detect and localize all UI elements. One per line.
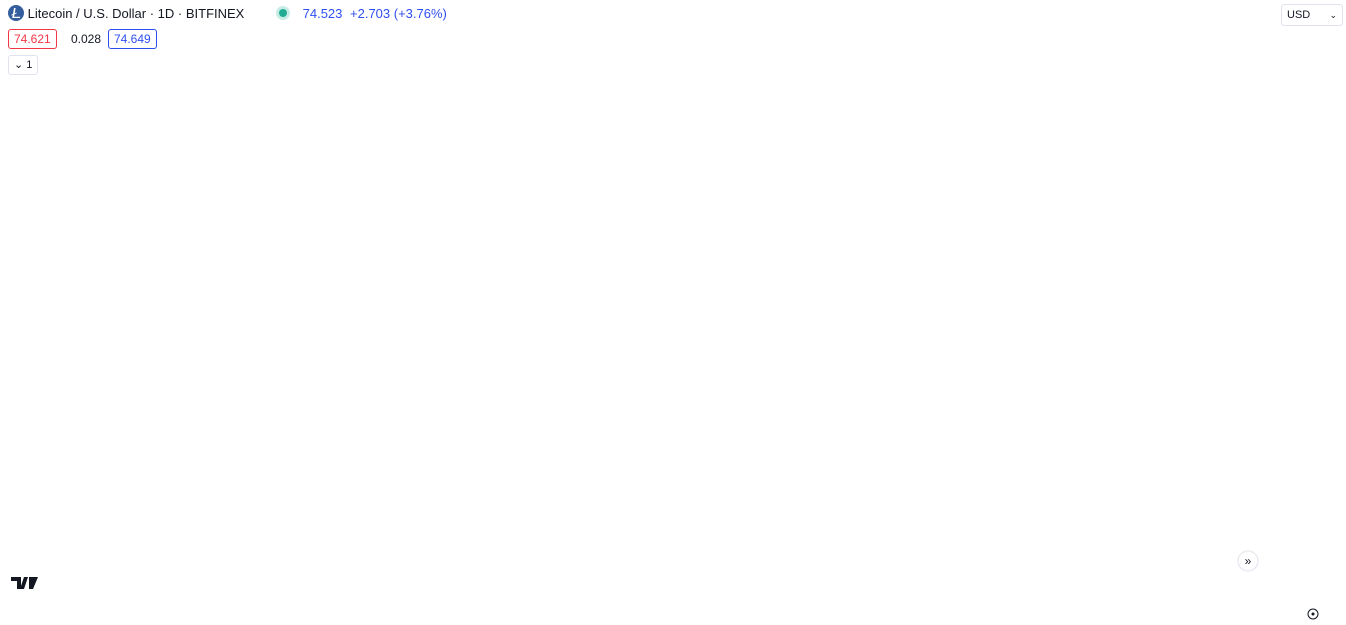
symbol-title: Litecoin / U.S. Dollar · 1D · BITFINEX <box>27 6 245 21</box>
currency: USD <box>1287 9 1311 21</box>
badge: 1 <box>26 59 33 71</box>
chevron: ⌄ <box>1329 10 1337 20</box>
tv-logo <box>11 577 38 589</box>
market-dot <box>279 9 287 17</box>
bid: 74.621 <box>8 29 57 49</box>
ask: 74.649 <box>108 29 157 49</box>
currency-select[interactable]: USD ⌄ <box>1281 4 1343 26</box>
coin-icon <box>8 5 24 21</box>
settings-icon <box>1307 608 1319 620</box>
svg-text:»: » <box>1245 554 1252 568</box>
scroll-button: » <box>1237 550 1259 572</box>
header: Litecoin / U.S. Dollar · 1D · BITFINEX <box>8 5 244 21</box>
status: 74.523 +2.703 (+3.76%) <box>279 6 447 21</box>
indicator-toggle[interactable]: ⌄ 1 <box>8 55 39 75</box>
spread: 0.028 <box>66 30 107 48</box>
chevron: ⌄ <box>14 59 27 71</box>
change: +2.703 (+3.76%) <box>350 6 447 21</box>
last-price: 74.523 <box>302 6 343 21</box>
